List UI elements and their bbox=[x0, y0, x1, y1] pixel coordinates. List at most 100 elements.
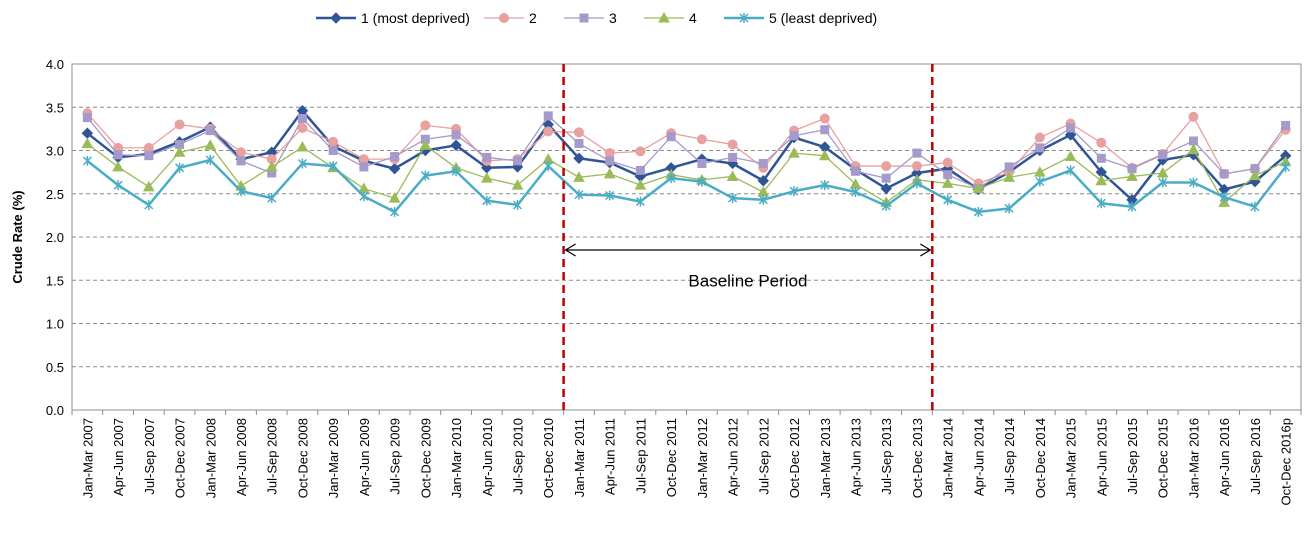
data-point bbox=[696, 134, 707, 145]
data-point bbox=[1188, 177, 1198, 188]
series-line bbox=[86, 143, 1286, 204]
baseline-arrow-head-right bbox=[919, 243, 932, 257]
data-point bbox=[727, 139, 738, 150]
data-point bbox=[634, 179, 647, 190]
y-axis-label: Crude Rate (%) bbox=[10, 190, 25, 283]
data-point bbox=[174, 119, 185, 130]
data-point bbox=[359, 162, 369, 172]
series-3 bbox=[82, 111, 1291, 194]
y-tick-label: 0.5 bbox=[46, 360, 64, 375]
data-point bbox=[850, 166, 860, 176]
x-tick-label: Oct-Dec 2010 bbox=[541, 418, 556, 498]
data-point bbox=[758, 158, 768, 168]
x-tick-label: Apr-Jun 2015 bbox=[1094, 418, 1109, 496]
data-point bbox=[973, 206, 983, 217]
data-point bbox=[1096, 137, 1107, 148]
legend-marker bbox=[658, 11, 670, 23]
x-tick-label: Jan-Mar 2013 bbox=[818, 418, 833, 498]
data-point bbox=[1187, 143, 1200, 155]
data-point bbox=[573, 127, 584, 138]
series-5 bbox=[82, 155, 1291, 217]
data-point bbox=[112, 160, 124, 172]
y-tick-label: 3.0 bbox=[46, 144, 64, 159]
data-point bbox=[820, 125, 830, 135]
data-point bbox=[942, 157, 953, 168]
data-point bbox=[205, 126, 215, 136]
data-point bbox=[420, 170, 430, 181]
legend-marker bbox=[739, 13, 749, 23]
legend-marker bbox=[330, 12, 342, 24]
data-point bbox=[142, 180, 155, 192]
data-point bbox=[635, 196, 645, 207]
data-point bbox=[574, 189, 584, 200]
y-tick-label: 4.0 bbox=[46, 57, 64, 72]
data-point bbox=[1219, 192, 1229, 203]
series-line bbox=[86, 112, 1287, 185]
data-point bbox=[482, 195, 492, 206]
x-tick-label: Apr-Jun 2008 bbox=[234, 418, 249, 496]
data-point bbox=[267, 193, 277, 204]
data-point bbox=[603, 167, 616, 179]
data-point bbox=[173, 146, 186, 157]
data-point bbox=[604, 148, 615, 159]
data-point bbox=[1096, 153, 1106, 163]
data-point bbox=[666, 132, 676, 142]
x-tick-label: Jan-Mar 2009 bbox=[326, 418, 341, 498]
x-tick-label: Jul-Sep 2016 bbox=[1248, 418, 1263, 495]
legend-label: 2 bbox=[529, 10, 537, 26]
x-tick-label: Apr-Jun 2010 bbox=[480, 418, 495, 496]
data-point bbox=[1156, 166, 1169, 178]
data-point bbox=[450, 139, 462, 152]
data-point bbox=[204, 139, 217, 150]
data-point bbox=[328, 136, 339, 147]
legend-label: 4 bbox=[689, 10, 697, 26]
data-point bbox=[1034, 132, 1045, 143]
data-point bbox=[757, 175, 770, 187]
data-point bbox=[789, 131, 799, 141]
data-point bbox=[911, 161, 922, 172]
data-point bbox=[1035, 143, 1045, 153]
x-tick-label: Oct-Dec 2009 bbox=[418, 418, 433, 498]
data-point bbox=[81, 137, 94, 149]
data-point bbox=[850, 187, 861, 198]
baseline-annotation: Baseline Period bbox=[562, 64, 934, 410]
data-point bbox=[635, 165, 645, 175]
x-tick-label: Jul-Sep 2013 bbox=[879, 418, 894, 495]
x-tick-label: Oct-Dec 2008 bbox=[295, 418, 310, 498]
legend-marker bbox=[499, 13, 509, 23]
data-point bbox=[818, 149, 831, 161]
data-point bbox=[1004, 203, 1014, 214]
data-point bbox=[758, 194, 768, 205]
series-1 bbox=[81, 105, 1292, 206]
x-tick-label: Jul-Sep 2010 bbox=[511, 418, 526, 495]
data-point bbox=[1003, 171, 1015, 182]
data-point bbox=[881, 161, 892, 172]
data-point bbox=[482, 152, 492, 162]
data-point bbox=[328, 146, 338, 155]
data-point bbox=[390, 206, 400, 217]
data-point bbox=[697, 176, 707, 187]
data-point bbox=[1066, 165, 1076, 176]
data-point bbox=[297, 113, 307, 123]
data-point bbox=[1158, 150, 1168, 160]
data-point bbox=[390, 152, 400, 162]
data-point bbox=[1158, 177, 1168, 188]
axes bbox=[71, 63, 1302, 415]
series-group bbox=[81, 105, 1292, 217]
data-point bbox=[605, 190, 615, 201]
data-point bbox=[912, 148, 922, 158]
data-point bbox=[265, 160, 278, 172]
data-point bbox=[451, 130, 461, 140]
x-tick-label: Apr-Jun 2009 bbox=[357, 418, 372, 496]
data-point bbox=[1064, 150, 1077, 162]
data-point bbox=[1249, 169, 1261, 181]
x-tick-label: Jan-Mar 2007 bbox=[80, 418, 95, 498]
x-tick-label: Apr-Jun 2011 bbox=[603, 418, 618, 495]
data-point bbox=[236, 186, 246, 197]
y-tick-label: 2.5 bbox=[46, 187, 64, 202]
x-tick-label: Oct-Dec 2014 bbox=[1033, 418, 1048, 498]
data-point bbox=[573, 152, 585, 164]
data-point bbox=[144, 151, 154, 161]
data-point bbox=[943, 194, 953, 205]
